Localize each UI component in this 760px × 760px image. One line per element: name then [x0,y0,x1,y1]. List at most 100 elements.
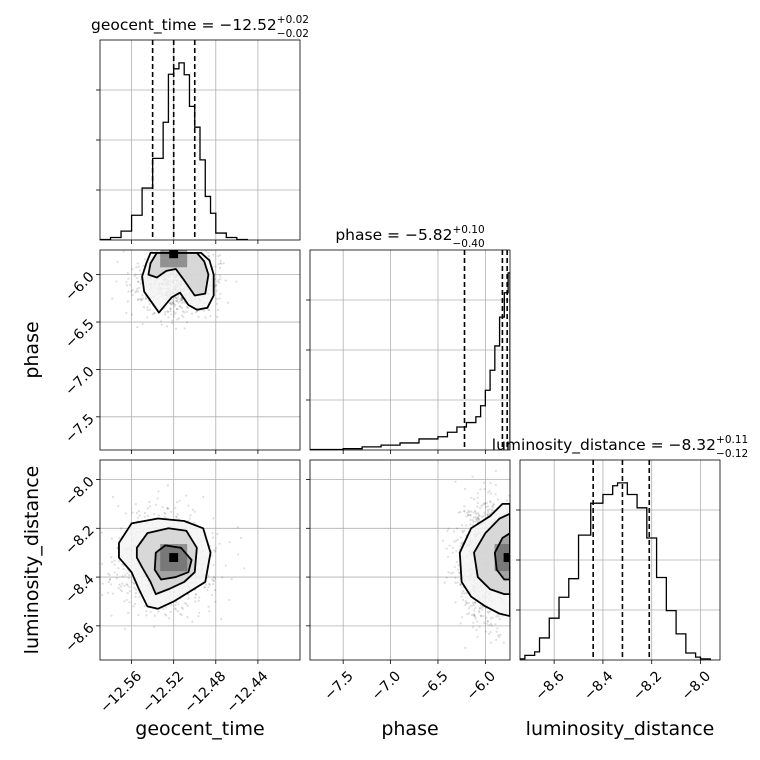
sample-point [445,576,448,579]
sample-point [123,584,126,587]
panel-title-minus-luminosity_distance: −0.12 [716,448,748,460]
axis-label-y-luminosity_distance: luminosity_distance [21,466,43,655]
sample-point [468,612,471,615]
sample-point [207,254,210,257]
sample-point [133,275,136,278]
sample-point [174,506,177,510]
sample-point [176,318,179,321]
sample-point [178,499,181,502]
sample-point [133,586,136,589]
axis-label-y-phase: phase [21,321,43,378]
density-cell [494,544,504,554]
sample-point [472,511,475,514]
sample-point [179,612,182,615]
sample-point [469,510,473,513]
sample-point [211,593,214,596]
sample-point [215,289,218,292]
sample-point [474,606,477,610]
sample-point [134,503,137,506]
tick-label-x: −8.4 [581,668,616,703]
sample-point [473,615,476,618]
sample-point [212,579,215,582]
sample-point [175,299,178,302]
sample-point [155,503,158,506]
sample-point [480,606,483,609]
sample-point [172,299,175,303]
sample-point [130,290,133,293]
sample-point [475,512,478,516]
sample-point [176,610,179,613]
sample-point [107,572,110,575]
sample-point [516,594,518,596]
sample-point [441,539,445,542]
sample-point [505,499,509,502]
sample-point [510,587,512,589]
sample-point [182,300,186,304]
sample-point [153,312,156,315]
sample-point [513,548,515,550]
sample-point [140,298,143,301]
sample-point [136,298,140,301]
sample-point [170,303,173,306]
sample-point [208,610,211,613]
sample-point [511,579,513,581]
sample-point [116,573,119,576]
sample-point [474,601,477,604]
sample-point [219,274,222,277]
sample-point [197,614,200,618]
sample-point [157,490,160,493]
tick-label-x: −7.0 [369,668,404,703]
sample-point [138,595,141,598]
sample-point [450,572,453,575]
sample-point [446,529,449,533]
sample-point [146,306,149,309]
sample-point [134,273,137,276]
sample-point [165,614,168,617]
sample-point [211,578,214,581]
sample-point [445,547,448,550]
contour-line [493,532,510,581]
sample-point [178,299,181,303]
sample-point [455,539,458,543]
sample-point [212,583,215,586]
panel-title-luminosity_distance: luminosity_distance = −8.32+0.11 [492,434,748,455]
sample-point [494,623,497,626]
sample-point [207,308,211,312]
sample-point [146,309,149,312]
sample-point [142,306,146,309]
sample-point [117,567,120,570]
sample-point [180,306,184,310]
sample-point [473,509,477,512]
sample-point [467,509,470,512]
sample-point [174,311,177,315]
sample-point [488,623,491,627]
sample-point [101,582,104,585]
sample-point [208,583,211,586]
sample-point [187,597,190,600]
sample-point [171,301,175,305]
sample-point [179,297,182,300]
sample-point [193,521,196,524]
sample-point [131,288,134,292]
sample-point [216,308,220,312]
sample-point [116,260,119,264]
sample-point [486,620,490,623]
sample-point [486,610,489,613]
sample-point [491,506,494,509]
sample-point [135,511,139,514]
sample-point [155,250,159,253]
tick-label-x: −8.6 [532,668,567,703]
sample-point [220,262,223,265]
sample-point [516,603,518,605]
sample-point [188,517,191,520]
sample-point [462,589,465,593]
sample-point [146,514,149,518]
sample-point [478,607,482,610]
sample-point [134,291,137,294]
sample-point [135,276,138,280]
axis-label-x-luminosity_distance: luminosity_distance [526,718,715,740]
sample-point [214,600,217,603]
sample-point [120,585,123,588]
sample-point [181,607,185,610]
axis-label-x-phase: phase [381,718,438,740]
